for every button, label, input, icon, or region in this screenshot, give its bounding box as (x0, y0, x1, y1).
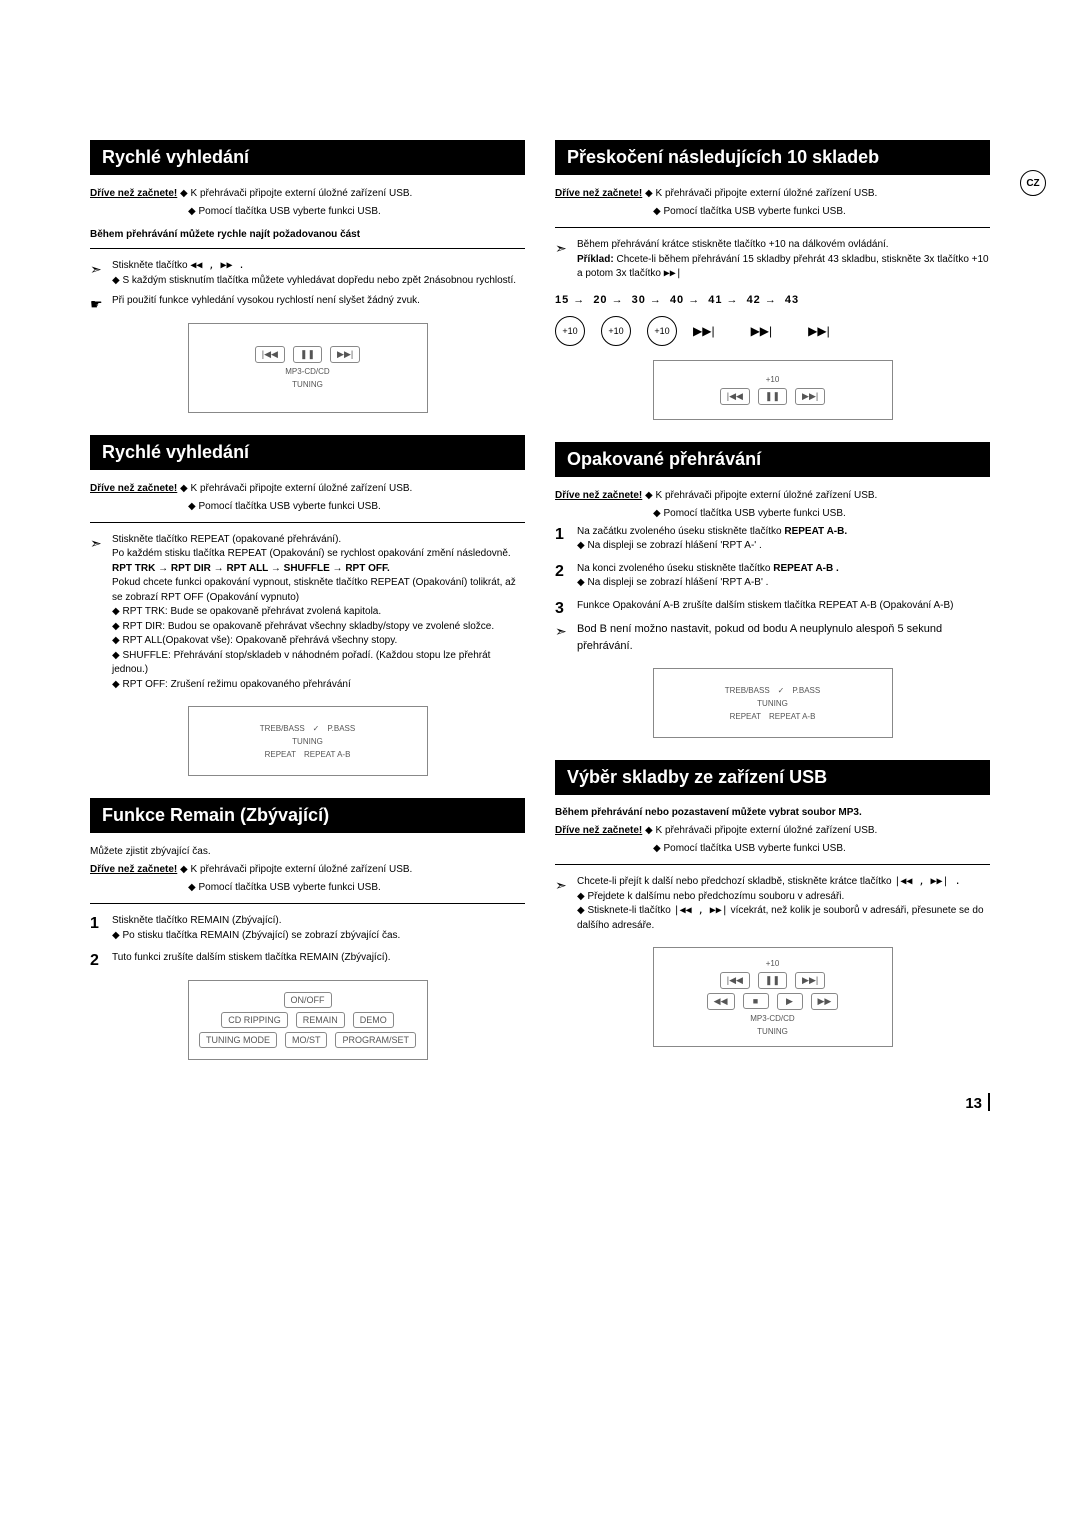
left-column: Rychlé vyhledání Dříve než začnete! ◆ K … (90, 140, 525, 1082)
plus-10-icon: +10 (555, 316, 585, 346)
rewind-forward-icon: ◀◀ , ▶▶ . (190, 260, 244, 271)
next-track-icon: ▶▶| (751, 324, 773, 338)
section-title: Rychlé vyhledání (90, 435, 525, 470)
section-repeat-playback: Opakované přehrávání Dříve než začnete! … (555, 442, 990, 739)
prev-next-track-icon: |◀◀ , ▶▶| . (894, 876, 960, 887)
track-sequence: 15→ 20→ 30→ 40→ 41→ 42→ 43 (555, 294, 990, 306)
divider (90, 248, 525, 249)
section-title: Funkce Remain (Zbývající) (90, 798, 525, 833)
prev-next-track-icon: |◀◀ , ▶▶| (674, 905, 728, 916)
right-column: Přeskočení následujících 10 skladeb Dřív… (555, 140, 990, 1082)
page-columns: Rychlé vyhledání Dříve než začnete! ◆ K … (90, 140, 990, 1082)
remote-illustration: TREB/BASS ✓ P.BASS TUNING REPEAT REPEAT … (188, 706, 428, 776)
page-number: 13 (965, 1093, 990, 1112)
button-sequence: +10 +10 +10 ▶▶| ▶▶| ▶▶| (555, 316, 990, 346)
remote-illustration: +10 |◀◀ ❚❚ ▶▶| (653, 360, 893, 420)
step-2: 2 Tuto funkci zrušíte dalším stiskem tla… (90, 951, 525, 966)
step-2: 2 Na konci zvoleného úseku stiskněte tla… (555, 562, 990, 591)
step-3: 3 Funkce Opakování A-B zrušíte dalším st… (555, 599, 990, 614)
divider (90, 903, 525, 904)
remote-illustration: |◀◀ ❚❚ ▶▶| MP3-CD/CD TUNING (188, 323, 428, 413)
section-title: Opakované přehrávání (555, 442, 990, 477)
section-remain: Funkce Remain (Zbývající) Můžete zjistit… (90, 798, 525, 1060)
section-title: Přeskočení následujících 10 skladeb (555, 140, 990, 175)
sub-heading: Během přehrávání nebo pozastavení můžete… (555, 807, 990, 818)
instruction-item: Chcete-li přejít k další nebo předchozí … (555, 875, 990, 933)
language-badge: CZ (1020, 170, 1046, 196)
section-title: Výběr skladby ze zařízení USB (555, 760, 990, 795)
section-title: Rychlé vyhledání (90, 140, 525, 175)
remote-illustration: +10 |◀◀ ❚❚ ▶▶| ◀◀ ■ ▶ ▶▶ MP3-CD/CD TUNIN… (653, 947, 893, 1047)
next-track-icon: ▶▶| (693, 324, 715, 338)
divider (555, 227, 990, 228)
section-select-usb-track: Výběr skladby ze zařízení USB Během přeh… (555, 760, 990, 1047)
instruction-item: Během přehrávání krátce stiskněte tlačít… (555, 238, 990, 282)
next-track-icon: ▶▶| (808, 324, 830, 338)
remote-illustration: TREB/BASS ✓ P.BASS TUNING REPEAT REPEAT … (653, 668, 893, 738)
plus-10-icon: +10 (647, 316, 677, 346)
warning-note: Bod B není možno nastavit, pokud od bodu… (555, 621, 990, 654)
step-1: 1 Stiskněte tlačítko REMAIN (Zbývající).… (90, 914, 525, 943)
note-item: Při použití funkce vyhledání vysokou ryc… (90, 294, 525, 309)
step-1: 1 Na začátku zvoleného úseku stiskněte t… (555, 525, 990, 554)
instruction-item: Stiskněte tlačítko ◀◀ , ▶▶ . ◆ S každým … (90, 259, 525, 288)
plus-10-icon: +10 (601, 316, 631, 346)
section-fast-search-2: Rychlé vyhledání Dříve než začnete! ◆ K … (90, 435, 525, 777)
instruction-item: Stiskněte tlačítko REPEAT (opakované pře… (90, 533, 525, 693)
remote-illustration: ON/OFF CD RIPPING REMAIN DEMO TUNING MOD… (188, 980, 428, 1060)
before-note: Dříve než začnete! ◆ K přehrávači připoj… (90, 187, 525, 201)
section-skip-10: Přeskočení následujících 10 skladeb Dřív… (555, 140, 990, 420)
sub-heading: Během přehrávání můžete rychle najít pož… (90, 229, 525, 240)
divider (90, 522, 525, 523)
next-track-icon: ▶▶| (664, 268, 682, 279)
divider (555, 864, 990, 865)
section-fast-search-1: Rychlé vyhledání Dříve než začnete! ◆ K … (90, 140, 525, 413)
